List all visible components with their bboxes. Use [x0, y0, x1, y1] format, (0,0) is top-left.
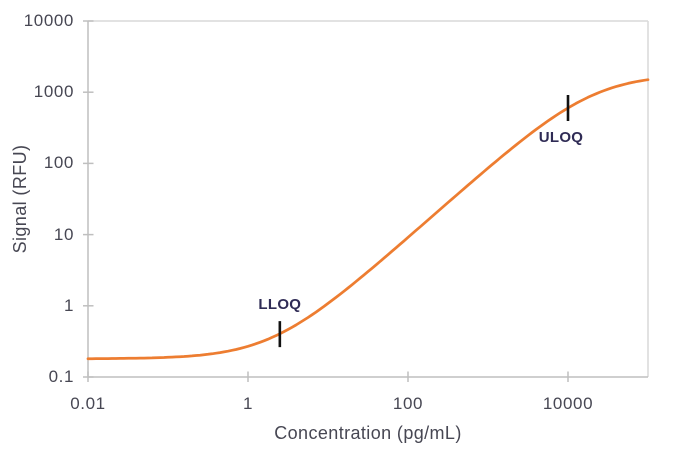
x-tick-label: 100: [392, 394, 424, 413]
x-tick-label: 1: [242, 394, 254, 413]
y-tick-label: 0.1: [48, 367, 74, 386]
y-tick-label: 10: [53, 224, 74, 244]
x-tick-label: 0.01: [70, 394, 106, 413]
x-tick-label: 10000: [542, 394, 594, 413]
y-tick-label: 10000: [23, 11, 74, 30]
y-tick-label: 1: [63, 295, 74, 315]
standard-curve-line: [86, 78, 650, 361]
axis-tick-marks: [83, 20, 569, 382]
uloq-label: ULOQ: [538, 128, 584, 146]
y-tick-label: 100: [43, 153, 74, 173]
loq-marker-lines: [278, 94, 570, 348]
y-axis-title: Signal (RFU): [10, 144, 30, 254]
y-tick-label: 1000: [33, 82, 74, 102]
x-axis-title: Concentration (pg/mL): [274, 423, 462, 443]
lloq-label: LLOQ: [258, 296, 302, 314]
